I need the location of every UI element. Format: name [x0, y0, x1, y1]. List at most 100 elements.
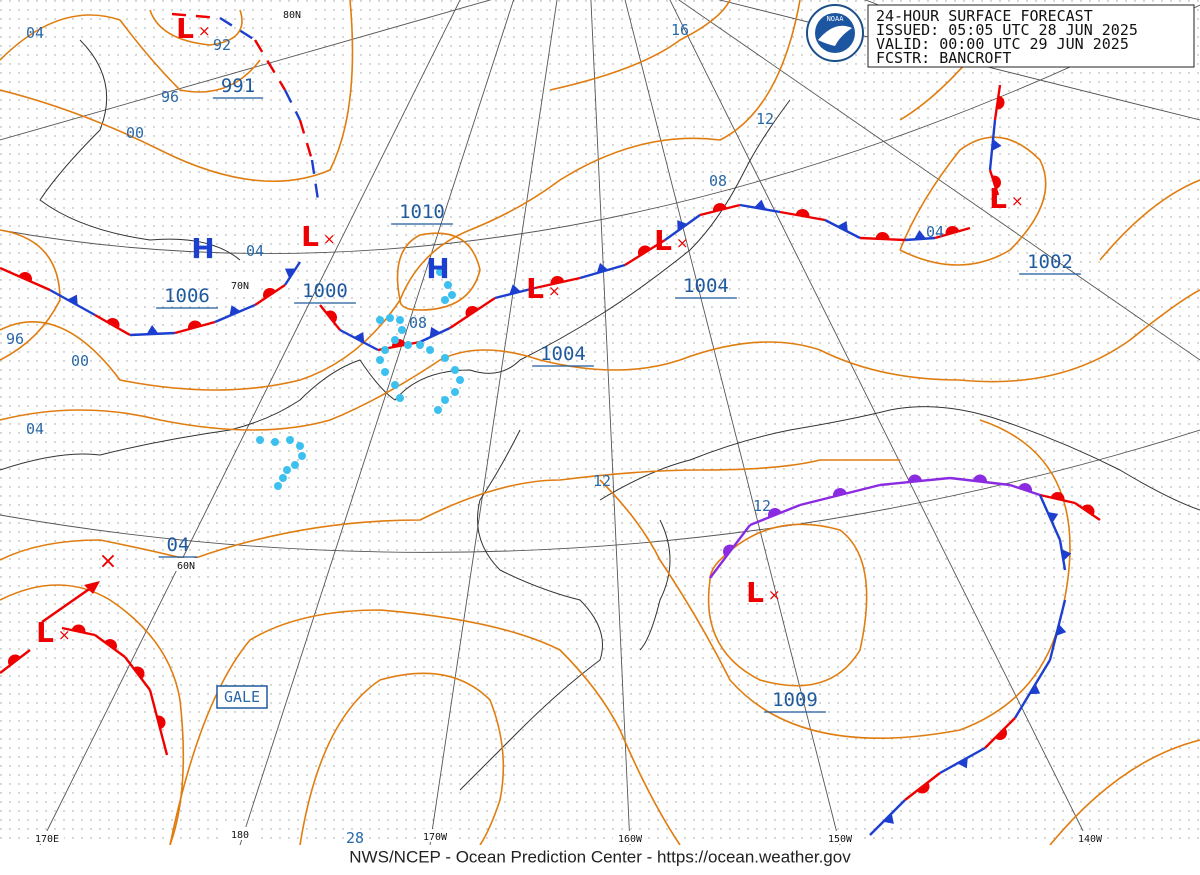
graticule-label: 80N — [283, 10, 301, 21]
graticule-label: 60N — [177, 561, 195, 572]
warm-pip — [723, 544, 735, 558]
stationary-front — [579, 263, 626, 280]
isobar-label: 16 — [671, 21, 689, 39]
ice-edge-dot — [396, 394, 404, 402]
ice-edge-dot — [451, 388, 459, 396]
cold-pip — [883, 813, 894, 824]
ice-edge-dot — [381, 368, 389, 376]
center-x: × — [768, 586, 781, 604]
ice-edge-dot — [298, 452, 306, 460]
graticule-label-bg — [418, 829, 452, 842]
movement-arrow — [41, 583, 96, 624]
graticule-label-bg — [1073, 831, 1107, 844]
pressure-center: H — [191, 232, 214, 265]
cold-pip — [229, 305, 241, 316]
graticule-label-bg — [223, 827, 257, 840]
arrow-head — [84, 581, 100, 594]
ice-edge-dot — [386, 314, 394, 322]
cold-pip — [1056, 624, 1067, 636]
warm-pip — [713, 203, 727, 212]
logo-text: NOAA — [827, 15, 845, 23]
ice-edge-dot — [376, 356, 384, 364]
graticule-label-bg — [275, 7, 309, 20]
isobar-label: 92 — [213, 36, 231, 54]
graticule-label-bg — [169, 558, 203, 571]
graticule-label-bg — [823, 831, 857, 844]
cold-pip — [677, 220, 688, 231]
isobar-value: 1009 — [772, 689, 818, 711]
fronts: × — [0, 12, 1101, 836]
warm-pip — [945, 226, 960, 235]
cold-pip — [914, 230, 926, 240]
header-line: 24-HOUR SURFACE FORECAST — [876, 7, 1093, 25]
warm-pip — [795, 209, 810, 218]
isobar-label: 08 — [409, 314, 427, 332]
cold-pip — [146, 325, 159, 335]
graticule-label: 170E — [35, 834, 59, 845]
isobar-value: 1006 — [164, 285, 210, 307]
center-x: × — [58, 626, 71, 644]
ice-edge-dot — [286, 436, 294, 444]
ice-edge-dot — [271, 438, 279, 446]
warm-pip — [916, 782, 930, 794]
header-line: ISSUED: 05:05 UTC 28 JUN 2025 — [876, 21, 1138, 39]
ice-edge-dot — [444, 281, 452, 289]
occluded-front — [253, 39, 287, 91]
ice-edge-dot — [441, 396, 449, 404]
logo-bird — [818, 25, 852, 46]
isobars — [0, 0, 1200, 846]
ice-edge-dot — [404, 341, 412, 349]
ice-edge-dot — [434, 406, 442, 414]
warm-pip — [833, 488, 847, 497]
occluded-front — [171, 12, 221, 20]
isobar-label: 96 — [161, 88, 179, 106]
isobar-value: 1004 — [683, 275, 729, 297]
new-low-mark: × — [99, 549, 117, 574]
isobar-label: 00 — [126, 124, 144, 142]
warm-pip — [188, 320, 202, 330]
isobar-label: 00 — [71, 352, 89, 370]
pressure-center: H — [426, 252, 449, 285]
graticule-label-bg — [30, 831, 64, 844]
ice-edge-dot — [416, 341, 424, 349]
occluded-front — [310, 159, 320, 201]
header-box — [867, 4, 1195, 68]
ice-edge-dot — [441, 354, 449, 362]
center-x: × — [1011, 192, 1024, 210]
gale-box — [216, 685, 268, 709]
warm-pip — [875, 232, 890, 240]
isobar-value: 1010 — [399, 201, 445, 223]
center-x: × — [548, 282, 561, 300]
pressure-center: L — [989, 182, 1007, 215]
graticule-label: 150W — [828, 834, 853, 845]
cold-pip — [509, 284, 521, 295]
ice-edge-dot — [279, 474, 287, 482]
cold-pip — [67, 294, 78, 306]
ice-edge-dot — [456, 376, 464, 384]
warm-pip — [465, 306, 479, 317]
ice-edge-dot — [291, 461, 299, 469]
warm-pip — [768, 508, 782, 518]
warm-pip — [1081, 504, 1095, 516]
isobar-label: 04 — [926, 223, 944, 241]
ice-edge-dot — [448, 291, 456, 299]
pressure-center: L — [36, 616, 54, 649]
isobar-value: 991 — [221, 75, 255, 97]
ice-edge-dot — [436, 268, 444, 276]
warm-pip — [71, 624, 86, 633]
isobar-value: 1000 — [302, 280, 348, 302]
graticule-label-bg — [613, 831, 647, 844]
occluded-front — [283, 89, 302, 121]
warm-pip — [995, 728, 1007, 740]
graticule-label: 180 — [231, 830, 249, 841]
ice-edge-dot — [376, 316, 384, 324]
ice-edge-dot — [396, 316, 404, 324]
footer: NWS/NCEP - Ocean Prediction Center - htt… — [349, 847, 851, 866]
coastline — [0, 39, 1200, 791]
pressure-center: L — [526, 272, 544, 305]
isobar-label: 08 — [709, 172, 727, 190]
header-line: FCSTR: BANCROFT — [876, 49, 1011, 67]
isobar-label: 28 — [346, 829, 364, 847]
cold-pip — [353, 332, 365, 343]
warm-pip — [991, 175, 1001, 190]
